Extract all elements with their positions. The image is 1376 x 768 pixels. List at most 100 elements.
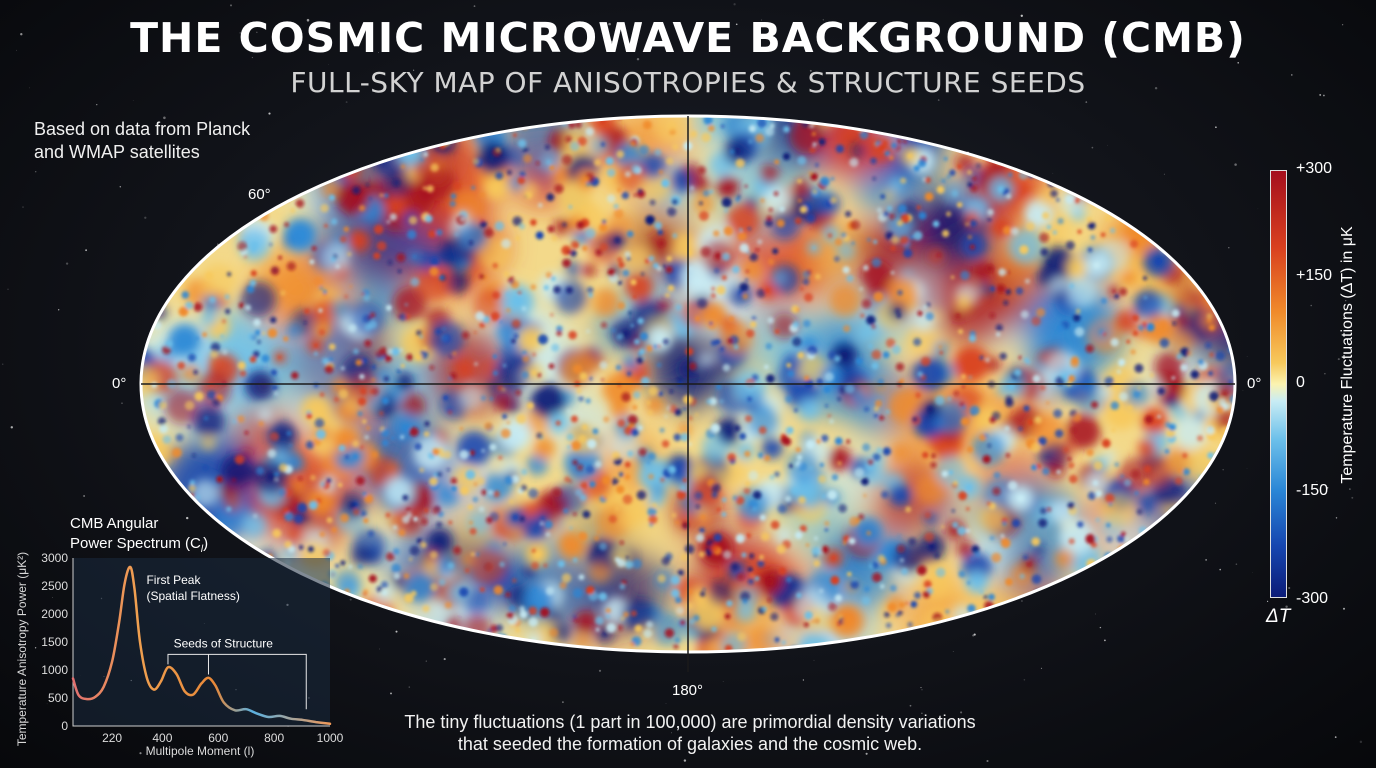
anisotropy-spot bbox=[924, 177, 931, 184]
anisotropy-spot bbox=[429, 477, 438, 486]
anisotropy-spot bbox=[745, 269, 750, 273]
anisotropy-spot bbox=[313, 276, 324, 287]
anisotropy-spot bbox=[373, 252, 381, 260]
star bbox=[865, 752, 868, 755]
anisotropy-spot bbox=[1183, 468, 1190, 476]
anisotropy-spot bbox=[603, 416, 610, 423]
anisotropy-spot bbox=[606, 194, 616, 203]
anisotropy-spot bbox=[632, 391, 641, 399]
anisotropy-spot bbox=[1217, 406, 1225, 414]
anisotropy-spot bbox=[613, 203, 619, 209]
longitude-0-left-label: 0° bbox=[112, 375, 127, 392]
anisotropy-spot bbox=[506, 612, 515, 620]
anisotropy-spot bbox=[905, 506, 912, 513]
anisotropy-spot bbox=[258, 408, 272, 422]
anisotropy-spot bbox=[948, 470, 954, 475]
anisotropy-spot bbox=[916, 565, 927, 576]
anisotropy-spot bbox=[835, 144, 845, 153]
anisotropy-spot bbox=[606, 168, 616, 177]
anisotropy-spot bbox=[512, 296, 522, 306]
anisotropy-spot bbox=[423, 152, 428, 157]
anisotropy-spot bbox=[461, 216, 465, 221]
anisotropy-spot bbox=[859, 287, 863, 291]
anisotropy-spot bbox=[270, 369, 277, 376]
anisotropy-spot bbox=[576, 464, 584, 471]
anisotropy-spot bbox=[284, 222, 289, 227]
anisotropy-spot bbox=[824, 528, 829, 532]
anisotropy-spot bbox=[735, 496, 745, 505]
anisotropy-spot bbox=[379, 193, 384, 197]
anisotropy-spot bbox=[751, 316, 757, 321]
anisotropy-spot bbox=[965, 528, 971, 534]
anisotropy-spot bbox=[594, 535, 599, 541]
anisotropy-spot bbox=[861, 596, 871, 605]
anisotropy-spot bbox=[645, 258, 650, 264]
anisotropy-spot bbox=[651, 502, 658, 509]
anisotropy-spot bbox=[490, 311, 500, 321]
anisotropy-spot bbox=[809, 466, 813, 470]
anisotropy-spot bbox=[777, 504, 787, 514]
anisotropy-spot bbox=[538, 202, 543, 208]
anisotropy-spot bbox=[414, 353, 423, 361]
star bbox=[306, 18, 310, 22]
anisotropy-spot bbox=[513, 333, 519, 339]
anisotropy-spot bbox=[819, 588, 824, 594]
anisotropy-spot bbox=[1207, 452, 1215, 459]
anisotropy-spot bbox=[381, 589, 388, 596]
anisotropy-spot bbox=[941, 178, 946, 184]
anisotropy-spot bbox=[657, 239, 666, 248]
anisotropy-spot bbox=[1000, 534, 1005, 538]
anisotropy-spot bbox=[588, 292, 593, 298]
anisotropy-spot bbox=[733, 344, 739, 350]
anisotropy-spot bbox=[862, 443, 871, 452]
anisotropy-spot bbox=[880, 194, 886, 200]
anisotropy-spot bbox=[367, 530, 375, 537]
anisotropy-spot bbox=[473, 482, 478, 487]
anisotropy-spot bbox=[1041, 211, 1050, 220]
anisotropy-spot bbox=[436, 229, 443, 236]
anisotropy-spot bbox=[585, 465, 595, 474]
anisotropy-spot bbox=[637, 425, 643, 431]
anisotropy-spot bbox=[467, 504, 473, 510]
anisotropy-spot bbox=[891, 142, 898, 149]
anisotropy-spot bbox=[688, 362, 697, 371]
anisotropy-spot bbox=[951, 189, 959, 197]
anisotropy-spot bbox=[244, 304, 251, 311]
anisotropy-spot bbox=[479, 273, 485, 280]
anisotropy-spot bbox=[956, 202, 963, 208]
anisotropy-spot bbox=[721, 275, 727, 281]
anisotropy-spot bbox=[812, 246, 816, 250]
anisotropy-spot bbox=[333, 396, 340, 403]
star bbox=[1257, 208, 1259, 210]
anisotropy-spot bbox=[390, 436, 395, 440]
anisotropy-spot bbox=[505, 292, 510, 297]
seeds-of-structure-annotation: Seeds of Structure bbox=[174, 636, 274, 650]
anisotropy-spot bbox=[541, 516, 545, 521]
anisotropy-spot bbox=[569, 526, 573, 530]
anisotropy-spot bbox=[621, 392, 631, 402]
anisotropy-spot bbox=[480, 395, 487, 401]
anisotropy-spot bbox=[429, 365, 435, 371]
anisotropy-spot bbox=[479, 322, 485, 329]
anisotropy-spot bbox=[308, 500, 318, 510]
anisotropy-spot bbox=[640, 272, 645, 276]
anisotropy-spot bbox=[1143, 276, 1147, 281]
anisotropy-spot bbox=[699, 211, 709, 221]
anisotropy-spot bbox=[646, 461, 651, 465]
anisotropy-spot bbox=[737, 231, 747, 241]
page-title: THE COSMIC MICROWAVE BACKGROUND (CMB) bbox=[130, 14, 1246, 62]
anisotropy-spot bbox=[435, 328, 442, 335]
anisotropy-spot bbox=[723, 226, 734, 236]
anisotropy-spot bbox=[765, 218, 773, 227]
anisotropy-spot bbox=[978, 503, 1007, 532]
anisotropy-spot bbox=[741, 259, 763, 281]
anisotropy-spot bbox=[202, 332, 208, 337]
anisotropy-spot bbox=[572, 588, 583, 599]
anisotropy-spot bbox=[363, 589, 369, 595]
anisotropy-spot bbox=[783, 437, 792, 446]
anisotropy-spot bbox=[578, 574, 585, 580]
anisotropy-spot bbox=[831, 474, 839, 481]
anisotropy-spot bbox=[1050, 189, 1058, 198]
anisotropy-spot bbox=[357, 411, 363, 417]
anisotropy-spot bbox=[203, 465, 208, 470]
